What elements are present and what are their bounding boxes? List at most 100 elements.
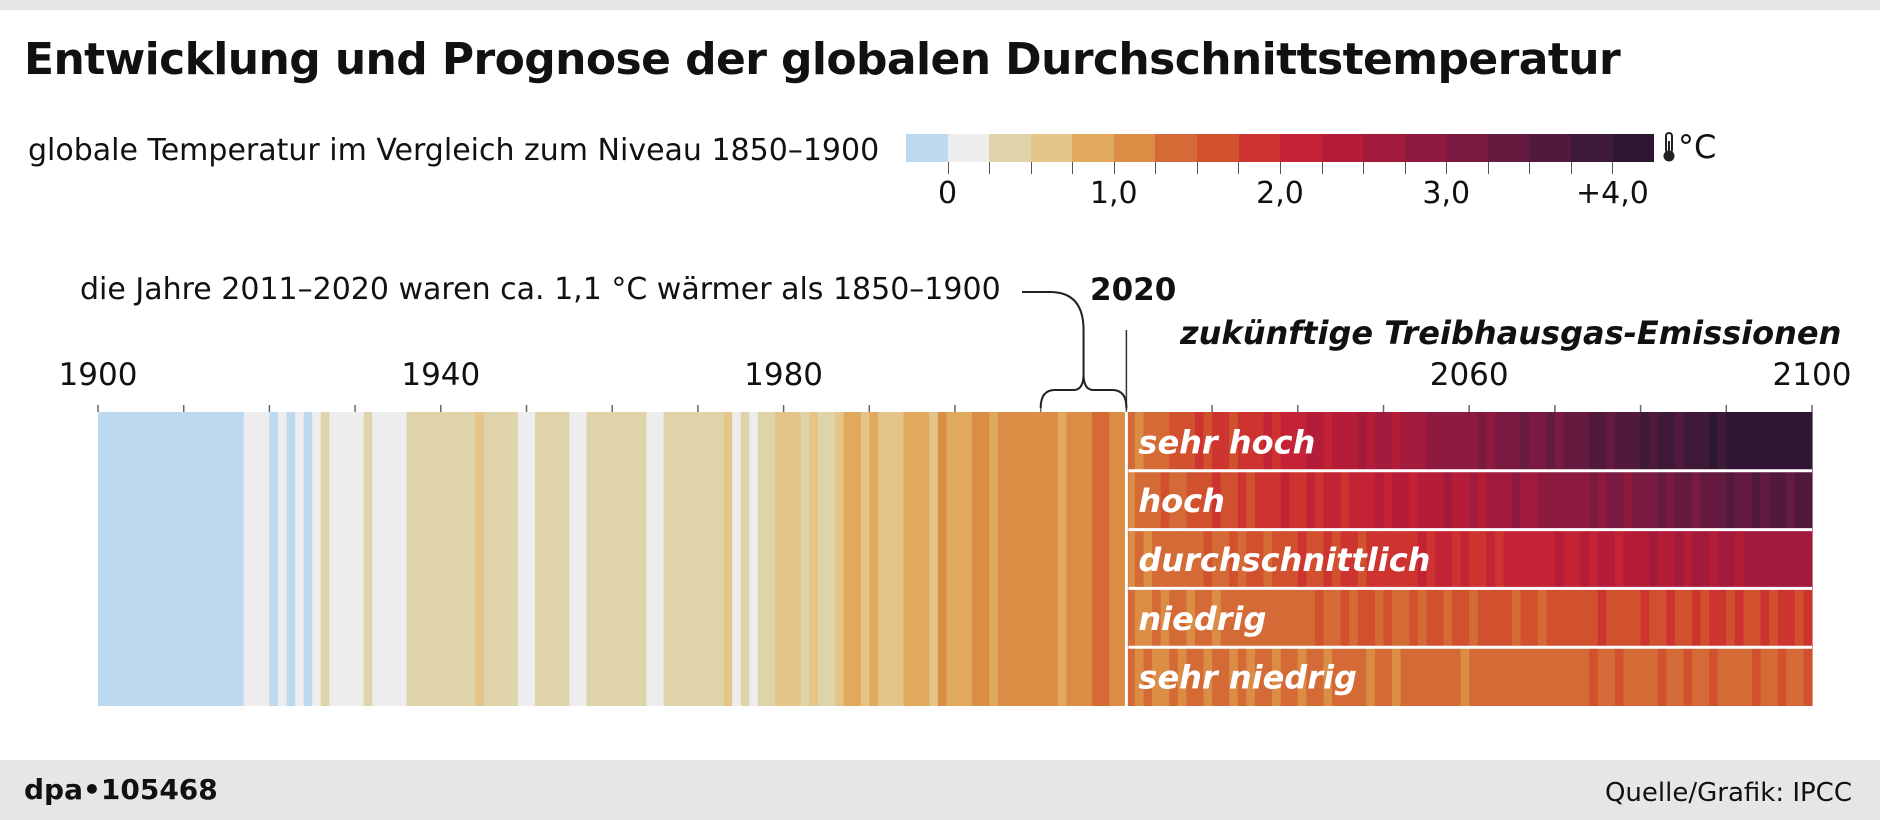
historical-stripe — [98, 412, 108, 706]
scenario-stripe — [1606, 470, 1616, 530]
scenario-stripe — [1128, 470, 1138, 530]
scenario-stripe — [1512, 470, 1522, 530]
scenario-stripe — [1469, 647, 1479, 706]
scenario-stripe — [1529, 588, 1539, 648]
scenario-stripe — [1537, 470, 1547, 530]
scenario-stripe — [1392, 647, 1402, 706]
scenario-stripe — [1212, 470, 1222, 530]
scenario-stripe — [1726, 529, 1736, 589]
scenario-stripe — [1614, 647, 1625, 706]
scenario-stripe — [1494, 412, 1505, 471]
scenario-stripe — [1597, 647, 1607, 706]
chart-subtitle: globale Temperatur im Vergleich zum Nive… — [28, 133, 880, 168]
scenario-stripe — [1632, 412, 1642, 471]
scenario-stripe — [1794, 588, 1805, 648]
historical-stripe — [286, 412, 296, 706]
scenario-stripe — [1700, 412, 1710, 471]
scenario-stripe — [1152, 647, 1162, 706]
scenario-stripe — [1212, 529, 1222, 589]
scenario-stripe — [1143, 647, 1153, 706]
historical-stripe — [200, 412, 211, 706]
scenario-stripe — [1357, 529, 1367, 589]
scenario-stripe — [1160, 412, 1170, 471]
thermometer-icon — [1663, 132, 1675, 162]
historical-stripe — [329, 412, 339, 706]
historical-stripe — [466, 412, 476, 706]
historical-stripe — [740, 412, 750, 706]
scenario-stripe — [1203, 588, 1213, 648]
scenario-stripe — [1623, 588, 1633, 648]
x-axis-label: 2060 — [1429, 357, 1509, 393]
historical-stripe — [980, 412, 990, 706]
historical-stripe — [423, 412, 433, 706]
scenario-stripe — [1203, 529, 1213, 589]
scenario-stripe — [1580, 588, 1590, 648]
scenario-stripe — [1280, 647, 1290, 706]
scenario-stripe — [1486, 647, 1496, 706]
scenario-stripe — [1640, 529, 1650, 589]
scenario-stripe — [1340, 647, 1350, 706]
historical-stripe — [680, 412, 690, 706]
scenario-stripe — [1786, 470, 1796, 530]
scenario-stripe — [1460, 647, 1470, 706]
scenario-stripe — [1409, 529, 1419, 589]
historical-stripe — [800, 412, 810, 706]
scenario-stripe — [1229, 470, 1239, 530]
scenario-stripe — [1777, 647, 1787, 706]
historical-stripe — [749, 412, 759, 706]
legend-label: +4,0 — [1576, 176, 1649, 211]
historical-stripe — [569, 412, 579, 706]
scenario-stripe — [1297, 588, 1307, 648]
historical-stripe — [440, 412, 450, 706]
scenario-stripe — [1734, 470, 1745, 530]
historical-stripe — [500, 412, 510, 706]
scenario-stripe — [1692, 647, 1702, 706]
scenario-stripe — [1417, 647, 1427, 706]
x-axis-label: 1940 — [401, 357, 481, 393]
scenario-stripe — [1469, 412, 1479, 471]
scenario-stripe — [1314, 412, 1325, 471]
historical-stripe — [860, 412, 870, 706]
scenario-stripe — [1177, 529, 1187, 589]
scenario-stripe — [1383, 529, 1393, 589]
historical-stripe — [492, 412, 502, 706]
legend-label: 1,0 — [1089, 176, 1138, 211]
scenario-stripe — [1417, 470, 1427, 530]
legend-label: 2,0 — [1256, 176, 1304, 211]
legend-swatch — [1404, 134, 1447, 162]
legend-swatch — [1238, 134, 1281, 162]
scenario-stripe — [1452, 529, 1462, 589]
scenario-stripe — [1417, 588, 1427, 648]
scenario-stripe — [1640, 588, 1650, 648]
scenario-stripe — [1349, 529, 1359, 589]
historical-stripe — [843, 412, 853, 706]
historical-stripe — [149, 412, 159, 706]
scenario-stripe — [1143, 588, 1153, 648]
scenario-stripe — [1134, 412, 1145, 471]
historical-stripe — [192, 412, 202, 706]
scenario-stripe — [1760, 470, 1770, 530]
scenario-stripe — [1289, 588, 1299, 648]
scenario-stripe — [1743, 529, 1753, 589]
historical-stripe — [543, 412, 553, 706]
scenario-stripe — [1452, 470, 1462, 530]
legend-tick — [1570, 162, 1572, 174]
scenario-stripe — [1469, 588, 1479, 648]
historical-stripe — [937, 412, 948, 706]
scenario-stripe — [1794, 647, 1805, 706]
scenario-stripe — [1152, 412, 1162, 471]
historical-stripe — [775, 412, 785, 706]
scenario-stripe — [1512, 588, 1522, 648]
scenario-stripe — [1297, 470, 1307, 530]
scenario-stripe — [1606, 412, 1616, 471]
historical-stripe — [183, 412, 193, 706]
scenario-stripe — [1169, 647, 1179, 706]
period-brace — [1039, 373, 1128, 409]
historical-stripe — [1074, 412, 1085, 706]
historical-stripe — [792, 412, 802, 706]
historical-stripe — [997, 412, 1008, 706]
historical-stripe — [449, 412, 459, 706]
historical-stripe — [157, 412, 168, 706]
scenario-stripe — [1674, 647, 1685, 706]
historical-stripe — [397, 412, 408, 706]
